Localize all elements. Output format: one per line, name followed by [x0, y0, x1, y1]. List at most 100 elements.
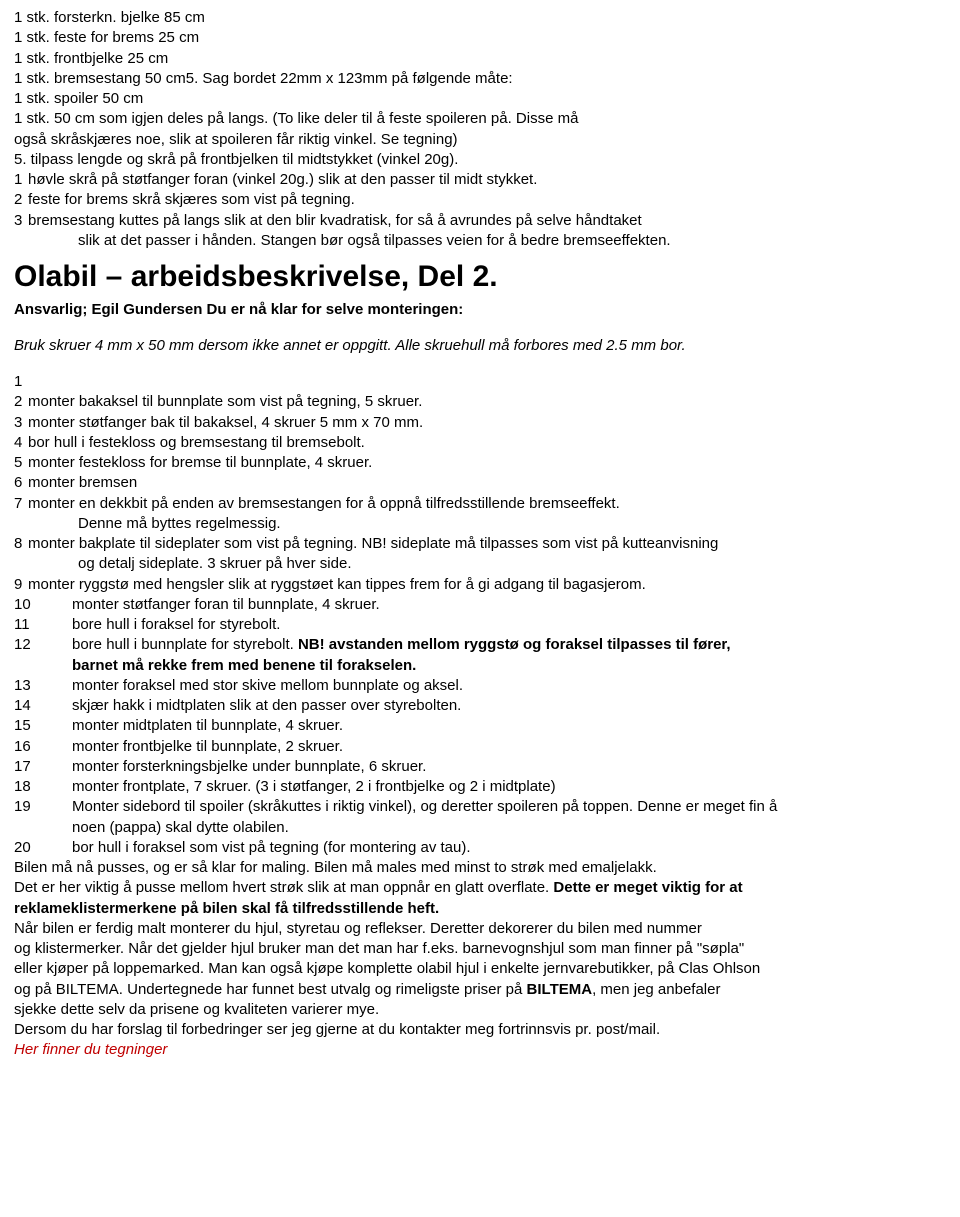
outro-bold: Dette er meget viktig for at — [553, 879, 742, 896]
step-row: 10monter støtfanger foran til bunnplate,… — [14, 595, 946, 615]
step-text: bor hull i festekloss og bremsestang til… — [28, 433, 946, 453]
step-number: 10 — [14, 595, 72, 615]
step-row: 12bore hull i bunnplate for styrebolt. N… — [14, 635, 946, 655]
step-row: 18monter frontplate, 7 skruer. (3 i støt… — [14, 777, 946, 797]
step-row: 16monter frontbjelke til bunnplate, 2 sk… — [14, 737, 946, 757]
step-number: 18 — [14, 777, 72, 797]
assembly-steps: 1 2monter bakaksel til bunnplate som vis… — [14, 372, 946, 858]
step-number: 1 — [14, 372, 28, 392]
step-text: monter festekloss for bremse til bunnpla… — [28, 453, 946, 473]
step-number: 3 — [14, 413, 28, 433]
outro-line: og klistermerker. Når det gjelder hjul b… — [14, 939, 946, 959]
step-text: Monter sidebord til spoiler (skråkuttes … — [72, 797, 946, 817]
parts-list: 1 stk. forsterkn. bjelke 85 cm 1 stk. fe… — [14, 8, 946, 170]
step-text-cont: noen (pappa) skal dytte olabilen. — [14, 818, 946, 838]
step-number: 4 — [14, 433, 28, 453]
step-text: bor hull i foraksel som vist på tegning … — [72, 838, 946, 858]
step-text: feste for brems skrå skjæres som vist på… — [28, 190, 946, 210]
step-number: 6 — [14, 473, 28, 493]
page-title: Olabil – arbeidsbeskrivelse, Del 2. — [14, 257, 946, 298]
step-text: monter frontbjelke til bunnplate, 2 skru… — [72, 737, 946, 757]
step-text-pre: bore hull i bunnplate for styrebolt. — [72, 636, 298, 653]
step-row: 20bor hull i foraksel som vist på tegnin… — [14, 838, 946, 858]
part-line: 1 stk. frontbjelke 25 cm — [14, 49, 946, 69]
part-line: 1 stk. bremsestang 50 cm5. Sag bordet 22… — [14, 69, 946, 89]
outro-line: Når bilen er ferdig malt monterer du hju… — [14, 919, 946, 939]
step-text: monter midtplaten til bunnplate, 4 skrue… — [72, 716, 946, 736]
step-row: 8monter bakplate til sideplater som vist… — [14, 534, 946, 554]
step-number: 17 — [14, 757, 72, 777]
subtitle-author: Ansvarlig; Egil Gundersen — [14, 301, 207, 318]
outro-text: , men jeg anbefaler — [592, 981, 720, 998]
step-text: bore hull i foraksel for styrebolt. — [72, 615, 946, 635]
step-number: 14 — [14, 696, 72, 716]
step-text-bold: NB! avstanden mellom ryggstø og foraksel… — [298, 636, 731, 653]
outro-line: Det er her viktig å pusse mellom hvert s… — [14, 878, 946, 898]
subtitle: Ansvarlig; Egil Gundersen Du er nå klar … — [14, 300, 946, 320]
step-row: 7monter en dekkbit på enden av bremsesta… — [14, 494, 946, 514]
step-text: monter frontplate, 7 skruer. (3 i støtfa… — [72, 777, 946, 797]
part-line: 1 stk. spoiler 50 cm — [14, 89, 946, 109]
outro-bold: BILTEMA — [527, 981, 593, 998]
outro-line: Dersom du har forslag til forbedringer s… — [14, 1020, 946, 1040]
step-number: 12 — [14, 635, 72, 655]
outro-line: og på BILTEMA. Undertegnede har funnet b… — [14, 980, 946, 1000]
part-line: 1 stk. feste for brems 25 cm — [14, 28, 946, 48]
step-number: 5 — [14, 453, 28, 473]
step-text: monter støtfanger bak til bakaksel, 4 sk… — [28, 413, 946, 433]
part-line: 1 stk. forsterkn. bjelke 85 cm — [14, 8, 946, 28]
step-row: 14skjær hakk i midtplaten slik at den pa… — [14, 696, 946, 716]
step-number: 13 — [14, 676, 72, 696]
step-text: bremsestang kuttes på langs slik at den … — [28, 211, 946, 231]
step-row: 6monter bremsen — [14, 473, 946, 493]
step-row: 13monter foraksel med stor skive mellom … — [14, 676, 946, 696]
step-row: 2monter bakaksel til bunnplate som vist … — [14, 392, 946, 412]
step-row: 5monter festekloss for bremse til bunnpl… — [14, 453, 946, 473]
step-number: 1 — [14, 170, 28, 190]
step-text: monter forsterkningsbjelke under bunnpla… — [72, 757, 946, 777]
step-text: monter bremsen — [28, 473, 946, 493]
step-row: 9monter ryggstø med hengsler slik at ryg… — [14, 575, 946, 595]
step-text: monter bakaksel til bunnplate som vist p… — [28, 392, 946, 412]
prep-step: 2 feste for brems skrå skjæres som vist … — [14, 190, 946, 210]
step-number: 7 — [14, 494, 28, 514]
step-number: 8 — [14, 534, 28, 554]
drawings-link[interactable]: Her finner du tegninger — [14, 1040, 946, 1060]
part-line: 5. tilpass lengde og skrå på frontbjelke… — [14, 150, 946, 170]
step-number: 2 — [14, 392, 28, 412]
step-row: 4bor hull i festekloss og bremsestang ti… — [14, 433, 946, 453]
step-text-cont: slik at det passer i hånden. Stangen bør… — [14, 231, 946, 251]
outro-line: Bilen må nå pusses, og er så klar for ma… — [14, 858, 946, 878]
part-line: også skråskjæres noe, slik at spoileren … — [14, 130, 946, 150]
step-text: monter en dekkbit på enden av bremsestan… — [28, 494, 946, 514]
outro-line: reklameklistermerkene på bilen skal få t… — [14, 899, 946, 919]
step-number: 11 — [14, 615, 72, 635]
step-text-cont: barnet må rekke frem med benene til fora… — [14, 656, 946, 676]
subtitle-bold: Du er nå klar for selve monteringen: — [207, 301, 464, 318]
outro: Bilen må nå pusses, og er så klar for ma… — [14, 858, 946, 1061]
step-text: monter foraksel med stor skive mellom bu… — [72, 676, 946, 696]
step-row: 3monter støtfanger bak til bakaksel, 4 s… — [14, 413, 946, 433]
step-row: 11bore hull i foraksel for styrebolt. — [14, 615, 946, 635]
part-line: 1 stk. 50 cm som igjen deles på langs. (… — [14, 109, 946, 129]
step-row: 1 — [14, 372, 946, 392]
outro-text: Det er her viktig å pusse mellom hvert s… — [14, 879, 553, 896]
step-number: 20 — [14, 838, 72, 858]
step-number: 9 — [14, 575, 28, 595]
outro-line: eller kjøper på loppemarked. Man kan ogs… — [14, 959, 946, 979]
step-text: skjær hakk i midtplaten slik at den pass… — [72, 696, 946, 716]
prep-step: 1 høvle skrå på støtfanger foran (vinkel… — [14, 170, 946, 190]
prep-steps: 1 høvle skrå på støtfanger foran (vinkel… — [14, 170, 946, 251]
step-row: 15monter midtplaten til bunnplate, 4 skr… — [14, 716, 946, 736]
step-text: monter støtfanger foran til bunnplate, 4… — [72, 595, 946, 615]
step-number: 3 — [14, 211, 28, 231]
outro-line: sjekke dette selv da prisene og kvalitet… — [14, 1000, 946, 1020]
step-text: monter ryggstø med hengsler slik at rygg… — [28, 575, 946, 595]
step-text: bore hull i bunnplate for styrebolt. NB!… — [72, 635, 946, 655]
intro-note: Bruk skruer 4 mm x 50 mm dersom ikke ann… — [14, 336, 946, 356]
outro-text: og på BILTEMA. Undertegnede har funnet b… — [14, 981, 527, 998]
step-row: 17monter forsterkningsbjelke under bunnp… — [14, 757, 946, 777]
step-number: 16 — [14, 737, 72, 757]
step-number: 15 — [14, 716, 72, 736]
step-number: 2 — [14, 190, 28, 210]
